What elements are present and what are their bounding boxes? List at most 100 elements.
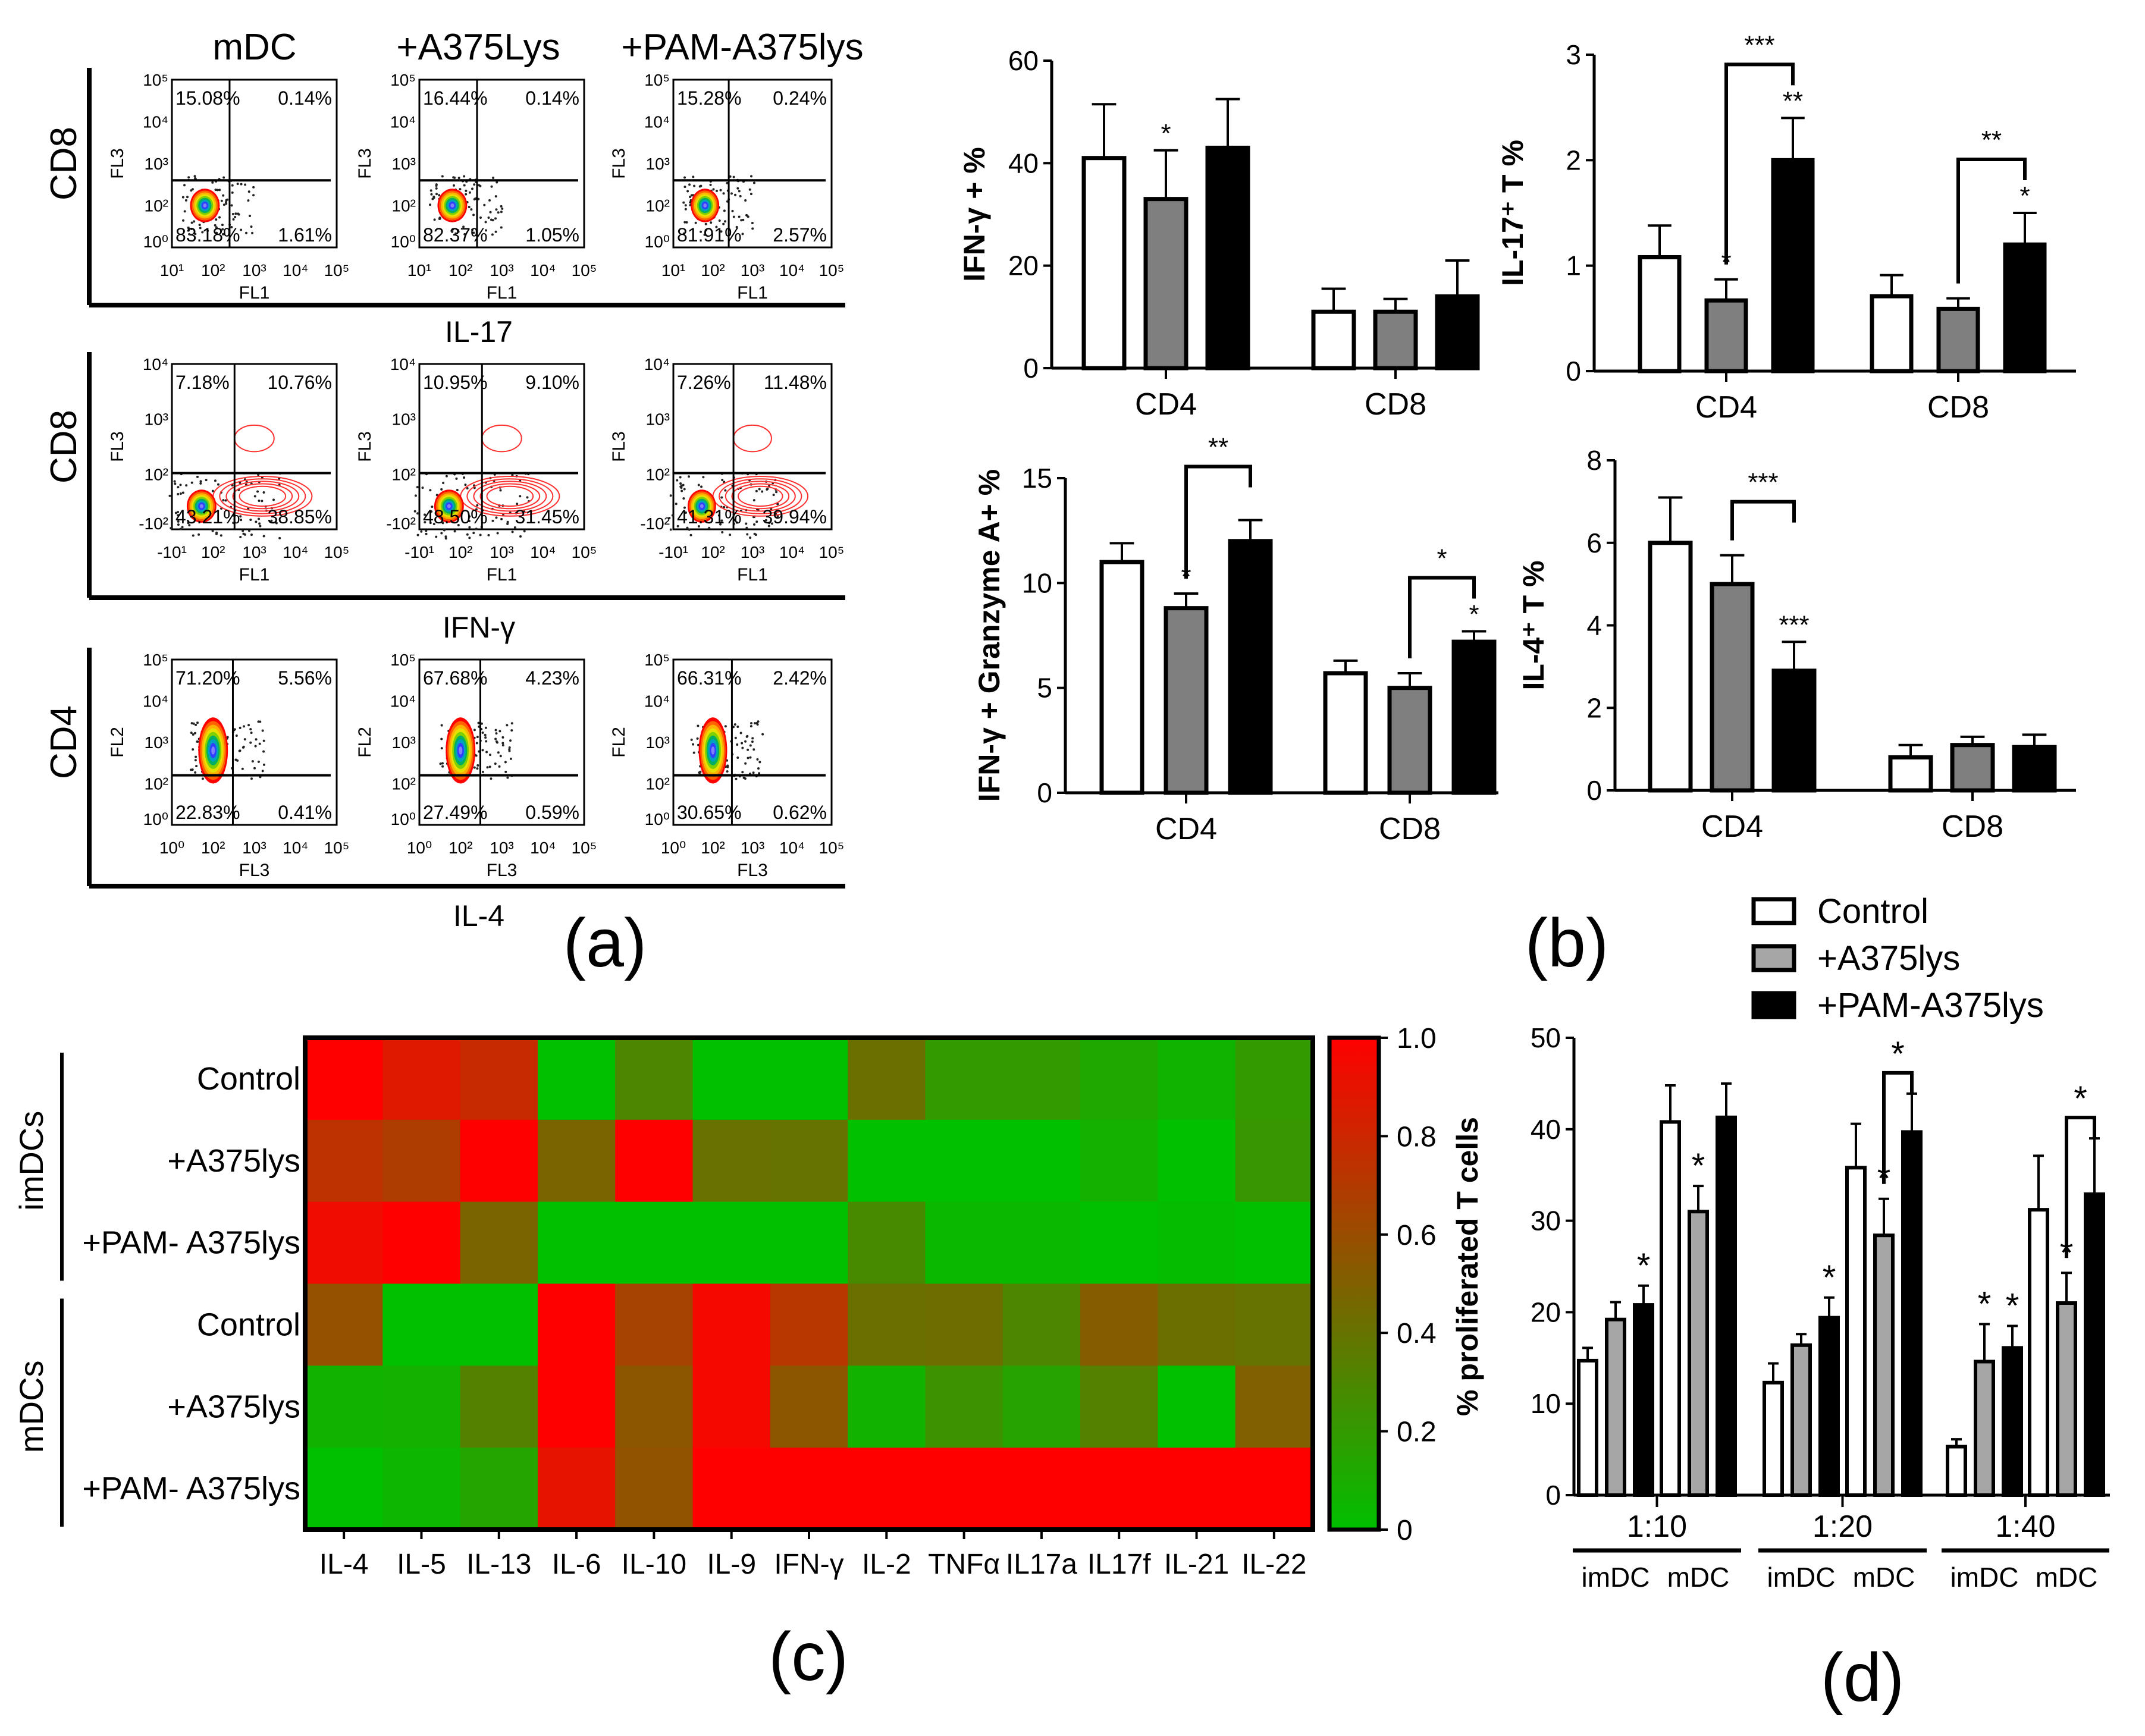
- event-dot: [486, 766, 489, 769]
- event-dot: [201, 777, 204, 780]
- colorbar-tick-label: 0.4: [1397, 1318, 1437, 1349]
- column-label: IL-6: [552, 1549, 601, 1580]
- event-dot: [257, 760, 260, 763]
- y-tick-label: 10⁰: [143, 233, 168, 251]
- y-tick-label: 10³: [145, 155, 168, 173]
- y-tick-label: 0: [1023, 353, 1039, 384]
- x-tick-label: 10⁰: [159, 839, 184, 857]
- y-tick-label: 2: [1586, 692, 1602, 723]
- event-dot: [747, 215, 750, 218]
- event-dot: [696, 737, 699, 740]
- event-dot: [668, 516, 671, 519]
- row-label: +PAM- A375lys: [82, 1225, 300, 1261]
- event-dot: [519, 535, 522, 538]
- flow-plot: 15.08% 0.14% 83.18% 1.61% 10¹ 10² 10³ 10⁴ 10⁵ 10⁰…: [108, 71, 349, 303]
- legend-label: +A375lys: [1817, 939, 1960, 978]
- event-dot: [262, 535, 265, 538]
- event-dot: [174, 482, 177, 485]
- event-dot: [750, 193, 752, 196]
- event-dot: [669, 528, 672, 531]
- event-dot: [194, 759, 197, 762]
- event-dot: [732, 726, 735, 729]
- event-dot: [519, 495, 522, 498]
- heatmap-cell: [1002, 1365, 1081, 1448]
- event-dot: [767, 525, 770, 528]
- y-tick-label: 10⁴: [143, 113, 168, 131]
- event-dot: [510, 729, 513, 732]
- subgroup-label: imDC: [1767, 1562, 1836, 1593]
- heatmap-cell: [770, 1283, 848, 1366]
- x-axis-label: FL1: [737, 565, 768, 585]
- event-dot: [494, 217, 497, 220]
- event-dot: [179, 492, 182, 495]
- event-dot: [424, 513, 427, 516]
- quadrant-percent: 38.85%: [267, 506, 332, 528]
- significance-star: ***: [1779, 610, 1809, 639]
- y-tick-label: 10⁴: [644, 692, 670, 711]
- event-dot: [745, 526, 748, 529]
- event-dot: [198, 224, 201, 227]
- event-dot: [499, 489, 502, 492]
- event-dot: [741, 742, 744, 745]
- event-dot: [438, 216, 441, 219]
- y-tick-label: 3: [1566, 39, 1581, 70]
- event-dot: [248, 215, 251, 218]
- y-tick-label: 10⁴: [143, 692, 168, 711]
- event-dot: [195, 755, 197, 758]
- heatmap-cell: [615, 1283, 694, 1366]
- event-dot: [494, 729, 497, 732]
- bar-control: [1870, 294, 1914, 373]
- heatmap-cell: [382, 1283, 461, 1366]
- quadrant-percent: 31.45%: [515, 506, 579, 528]
- event-dot: [736, 743, 739, 746]
- event-dot: [513, 526, 516, 529]
- x-tick-label: 10⁴: [283, 261, 308, 280]
- significance-bracket: [1730, 500, 1796, 541]
- y-axis-label: FL3: [108, 431, 127, 462]
- event-dot: [195, 765, 198, 768]
- quadrant-percent: 7.26%: [677, 372, 731, 393]
- heatmap-cell: [537, 1038, 616, 1120]
- event-dot: [736, 756, 739, 759]
- event-dot: [484, 221, 487, 224]
- heatmap-cell: [537, 1119, 616, 1203]
- event-dot: [222, 176, 225, 179]
- event-dot: [438, 194, 441, 197]
- event-dot: [729, 533, 732, 536]
- bar-control: [1648, 541, 1693, 793]
- event-dot: [240, 228, 243, 231]
- panel-label-c: (c): [769, 1619, 848, 1695]
- event-dot: [510, 722, 513, 725]
- event-dot: [479, 533, 482, 536]
- contour-line: [738, 485, 783, 507]
- event-dot: [249, 728, 252, 731]
- event-dot: [181, 196, 184, 199]
- heatmap-cell: [925, 1119, 1003, 1203]
- event-dot: [697, 525, 700, 528]
- event-dot: [722, 222, 725, 225]
- event-dot: [676, 525, 679, 528]
- x-category-label: CD4: [1695, 390, 1757, 425]
- event-dot: [726, 764, 729, 767]
- event-dot: [211, 181, 214, 184]
- y-tick-label: 10⁰: [391, 810, 416, 828]
- heatmap-cell: [1158, 1365, 1236, 1448]
- x-tick-label: 10⁰: [661, 839, 686, 857]
- legend-item: +A375lys: [1751, 939, 1960, 978]
- bar-a375lys: [1704, 298, 1748, 373]
- event-dot: [235, 734, 238, 737]
- column-title: +PAM-A375lys: [621, 27, 863, 68]
- heatmap-cell: [770, 1201, 848, 1284]
- event-dot: [688, 528, 691, 531]
- event-dot: [768, 522, 771, 525]
- event-dot: [680, 489, 683, 492]
- event-dot: [700, 485, 703, 488]
- quadrant-percent: 66.31%: [677, 667, 742, 689]
- event-dot: [197, 533, 200, 536]
- colorbar-tick-label: 0: [1397, 1515, 1413, 1546]
- quadrant-percent: 15.28%: [677, 87, 742, 109]
- event-dot: [689, 533, 692, 536]
- x-axis-label: FL1: [239, 283, 270, 303]
- event-dot: [453, 184, 456, 187]
- event-dot: [463, 233, 466, 236]
